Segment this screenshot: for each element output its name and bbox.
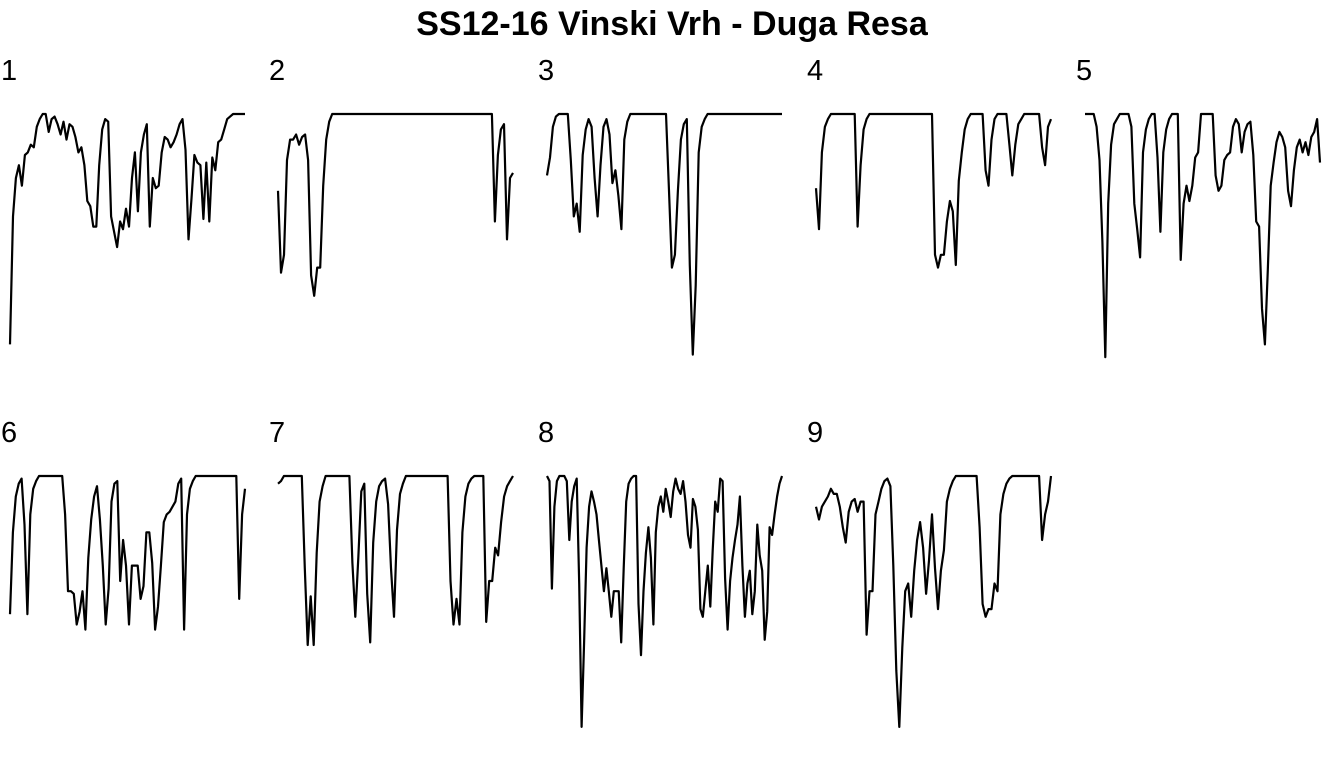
panel-2: 2 bbox=[269, 55, 514, 297]
panel-9: 9 bbox=[807, 417, 1053, 729]
panel-label: 4 bbox=[807, 55, 823, 87]
panel-4: 4 bbox=[807, 55, 1053, 269]
series-line bbox=[545, 112, 782, 356]
series-line bbox=[8, 112, 245, 345]
series-line bbox=[814, 474, 1053, 729]
panel-label: 9 bbox=[807, 417, 823, 449]
chart-title: SS12-16 Vinski Vrh - Duga Resa bbox=[416, 5, 928, 43]
panel-3: 3 bbox=[538, 55, 782, 356]
series-line bbox=[277, 474, 514, 647]
panel-label: 5 bbox=[1076, 55, 1092, 87]
panel-8: 8 bbox=[538, 417, 784, 729]
panel-label: 2 bbox=[269, 55, 285, 87]
series-line bbox=[814, 112, 1053, 269]
panel-label: 6 bbox=[1, 417, 17, 449]
panel-6: 6 bbox=[1, 417, 247, 631]
panel-1: 1 bbox=[1, 55, 245, 345]
series-line bbox=[276, 112, 514, 297]
panel-label: 8 bbox=[538, 417, 554, 449]
panel-5: 5 bbox=[1076, 55, 1322, 359]
series-line bbox=[1085, 112, 1322, 359]
series-line bbox=[8, 474, 247, 631]
panel-label: 7 bbox=[269, 417, 285, 449]
panel-label: 1 bbox=[1, 55, 17, 87]
panel-label: 3 bbox=[538, 55, 554, 87]
panel-7: 7 bbox=[269, 417, 514, 647]
series-line bbox=[546, 474, 784, 729]
